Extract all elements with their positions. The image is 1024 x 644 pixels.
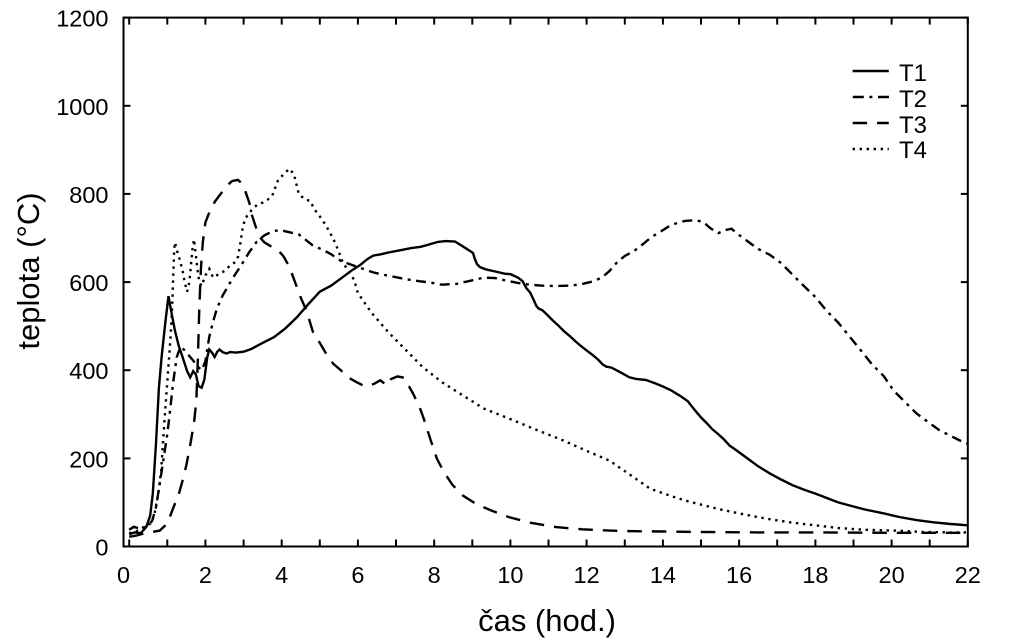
svg-text:4: 4: [275, 562, 288, 588]
svg-text:600: 600: [69, 270, 108, 296]
svg-text:0: 0: [117, 562, 130, 588]
svg-text:200: 200: [69, 446, 108, 472]
svg-text:400: 400: [69, 358, 108, 384]
svg-text:1000: 1000: [56, 94, 108, 120]
svg-text:12: 12: [574, 562, 600, 588]
svg-text:2: 2: [199, 562, 212, 588]
svg-text:teplota (°C): teplota (°C): [11, 192, 46, 349]
svg-text:22: 22: [955, 562, 981, 588]
svg-text:T1: T1: [899, 60, 927, 87]
svg-text:14: 14: [650, 562, 676, 588]
svg-text:0: 0: [95, 535, 108, 561]
svg-text:T3: T3: [899, 112, 927, 139]
svg-text:20: 20: [879, 562, 905, 588]
svg-text:1200: 1200: [56, 6, 108, 32]
svg-text:18: 18: [802, 562, 828, 588]
svg-text:6: 6: [351, 562, 364, 588]
svg-text:16: 16: [726, 562, 752, 588]
svg-text:8: 8: [428, 562, 441, 588]
svg-text:T2: T2: [899, 86, 927, 113]
svg-text:800: 800: [69, 182, 108, 208]
svg-text:10: 10: [497, 562, 523, 588]
svg-text:T4: T4: [899, 137, 927, 164]
svg-text:čas (hod.): čas (hod.): [478, 603, 616, 638]
